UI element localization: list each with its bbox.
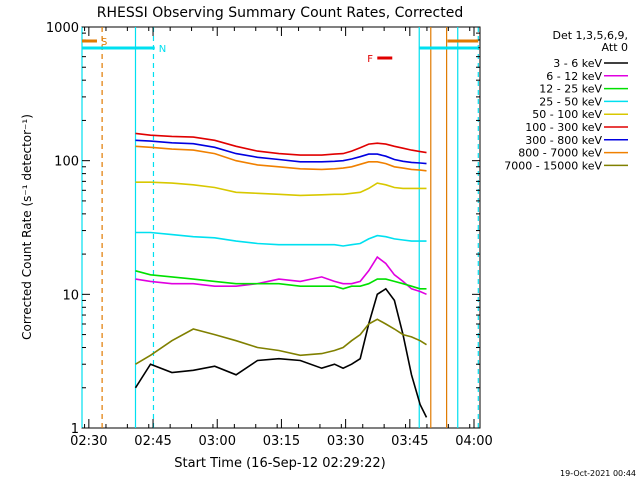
series-line	[135, 145, 427, 172]
x-axis-label: Start Time (16-Sep-12 02:29:22)	[174, 456, 385, 471]
y-tick-label: 10	[62, 288, 79, 303]
marker-label: N	[159, 44, 166, 55]
y-tick-label: 1000	[46, 21, 79, 36]
series-line	[135, 139, 427, 165]
chart-title: RHESSI Observing Summary Count Rates, Co…	[97, 5, 463, 21]
series-line	[135, 181, 427, 197]
legend-label: 800 - 7000 keV	[518, 147, 602, 160]
x-tick-label: 03:00	[199, 434, 236, 449]
x-tick-label: 04:00	[455, 434, 492, 449]
legend-label: 6 - 12 keV	[546, 70, 602, 83]
plot-frame	[81, 26, 481, 429]
series-line	[134, 287, 428, 418]
legend-label: 3 - 6 keV	[553, 57, 602, 70]
y-tick-label: 1	[71, 422, 79, 437]
x-tick-label: 03:15	[263, 434, 300, 449]
x-tick-label: 03:30	[327, 434, 364, 449]
legend-label: 7000 - 15000 keV	[504, 159, 602, 172]
y-tick-label: 100	[54, 155, 79, 170]
legend-label: 12 - 25 keV	[539, 83, 602, 96]
legend-label: 25 - 50 keV	[539, 95, 602, 108]
y-axis-label: Corrected Count Rate (s⁻¹ detector⁻¹)	[20, 114, 34, 340]
legend-label: 50 - 100 keV	[532, 108, 602, 121]
marker-label: F	[367, 54, 373, 65]
footer-date: 19-Oct-2021 00:44	[560, 469, 636, 478]
legend-label: 100 - 300 keV	[525, 121, 602, 134]
series-line	[135, 231, 427, 247]
series-line	[135, 270, 427, 290]
series-line	[135, 255, 427, 296]
legend-label: 300 - 800 keV	[525, 134, 602, 147]
series-line	[135, 318, 427, 365]
x-tick-label: 03:45	[391, 434, 428, 449]
x-tick-label: 02:30	[70, 434, 107, 449]
x-tick-label: 02:45	[134, 434, 171, 449]
legend-title: Det 1,3,5,6,9,	[552, 29, 628, 42]
series-line	[135, 132, 427, 156]
legend-subtitle: Att 0	[602, 41, 628, 54]
marker-label: S	[101, 37, 107, 48]
